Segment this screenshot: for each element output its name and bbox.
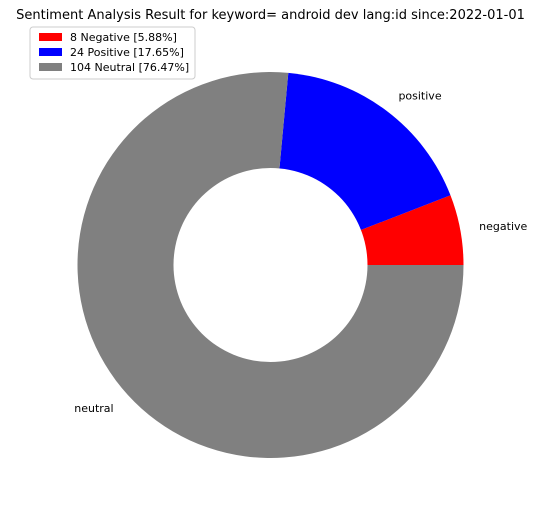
legend-swatch-negative	[39, 33, 62, 41]
legend-frame	[29, 26, 196, 80]
slice-label-negative: negative	[479, 220, 527, 233]
legend-swatch-positive	[39, 48, 62, 56]
slice-label-neutral: neutral	[74, 402, 113, 415]
slice-labels: negative positive neutral	[74, 90, 527, 415]
slice-label-positive: positive	[398, 90, 441, 103]
chart-title: Sentiment Analysis Result for keyword= a…	[16, 8, 525, 23]
legend-swatch-neutral	[39, 63, 62, 71]
legend-label-neutral: 104 Neutral [76.47%]	[70, 61, 189, 74]
legend-label-negative: 8 Negative [5.88%]	[70, 31, 177, 44]
legend-items: 8 Negative [5.88%] 24 Positive [17.65%] 10…	[39, 31, 189, 74]
donut-hole	[173, 168, 368, 362]
legend-label-positive: 24 Positive [17.65%]	[70, 46, 184, 59]
legend: 8 Negative [5.88%] 24 Positive [17.65%] 10…	[29, 26, 196, 80]
